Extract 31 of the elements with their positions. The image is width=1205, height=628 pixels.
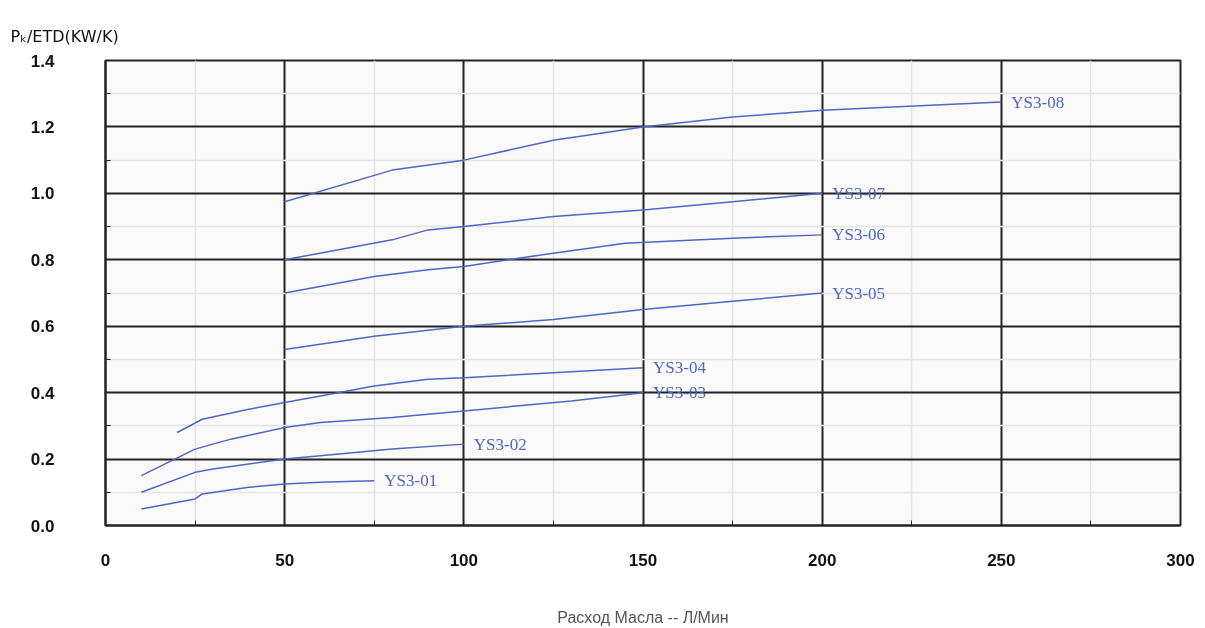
x-tick-label: 250: [987, 550, 1016, 570]
series-label: YS3-04: [653, 358, 707, 378]
y-tick-label: 1.4: [30, 51, 56, 71]
y-axis-title: Pₖ/ETD(KW/K): [10, 26, 119, 46]
series-label: YS3-01: [384, 471, 438, 491]
x-tick-label: 150: [628, 550, 658, 570]
line-series: [283, 234, 823, 294]
line-series: [283, 292, 823, 351]
line-series: [283, 101, 1003, 203]
y-tick-label: 0.0: [30, 516, 55, 536]
line-series: [140, 391, 644, 477]
y-tick-label: 1.0: [30, 184, 55, 204]
y-tick-label: 1.2: [30, 117, 55, 137]
series-label: YS3-06: [832, 225, 886, 245]
x-tick-label: 0: [100, 550, 111, 570]
series-label: YS3-08: [1011, 92, 1065, 112]
x-axis-title: Расход Масла -- Л/Мин: [557, 608, 729, 626]
series-label: YS3-02: [473, 434, 527, 454]
y-tick-label: 0.6: [30, 317, 55, 337]
y-tick-label: 0.8: [30, 250, 55, 270]
x-tick-label: 200: [807, 550, 837, 570]
y-tick-label: 0.4: [30, 383, 56, 403]
line-series: [140, 479, 375, 510]
x-tick-label: 100: [449, 550, 479, 570]
series-label: YS3-05: [832, 283, 886, 303]
line-series: [176, 366, 644, 434]
x-tick-label: 300: [1166, 550, 1195, 570]
line-series: [140, 443, 465, 494]
y-tick-label: 0.2: [30, 450, 55, 470]
line-series: [283, 192, 823, 261]
x-tick-label: 50: [275, 550, 295, 570]
